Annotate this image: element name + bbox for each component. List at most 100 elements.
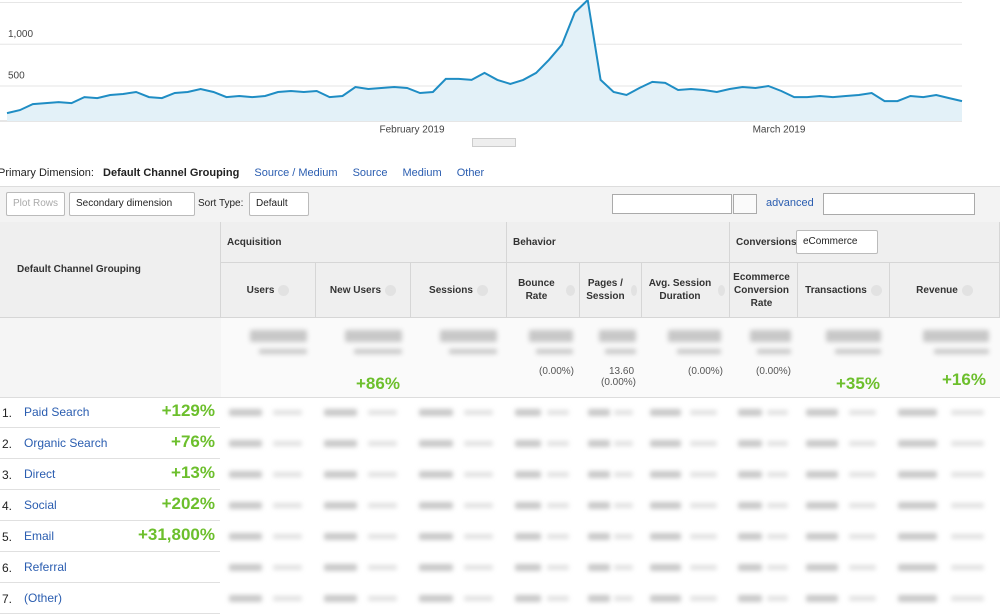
column-title: Ecommerce Conversion Rate — [733, 271, 790, 309]
collapse-handle[interactable] — [472, 138, 516, 147]
blurred-value — [463, 534, 493, 539]
blurred-value — [690, 472, 717, 477]
table-row — [0, 552, 220, 583]
blurred-value — [898, 502, 937, 509]
column-header[interactable]: Sessions — [411, 263, 507, 318]
row-name[interactable]: (Other) — [24, 591, 63, 605]
blurred-value — [547, 503, 570, 508]
dimension-option[interactable]: Other — [456, 167, 485, 179]
blurred-value — [368, 441, 397, 446]
row-name[interactable]: Direct — [24, 467, 56, 481]
blurred-value — [588, 533, 610, 540]
column-header[interactable]: New Users — [316, 263, 411, 318]
blurred-value — [419, 471, 453, 478]
secondary-dimension-select[interactable]: Secondary dimension — [69, 192, 195, 216]
blurred-value — [806, 564, 839, 571]
blurred-value — [614, 472, 633, 477]
help-icon[interactable] — [476, 284, 488, 296]
dimension-option[interactable]: Source / Medium — [254, 167, 338, 179]
blurred-value — [690, 410, 717, 415]
blurred-value — [738, 533, 762, 540]
help-icon[interactable] — [870, 284, 882, 296]
help-icon[interactable] — [961, 284, 973, 296]
blurred-value — [950, 596, 984, 601]
row-name[interactable]: Email — [24, 529, 55, 543]
blurred-value — [738, 595, 762, 602]
change-highlight: +76% — [171, 432, 215, 451]
column-header[interactable]: Avg. Session Duration — [642, 263, 730, 318]
blurred-value — [368, 565, 397, 570]
y-tick-label: 500 — [8, 71, 25, 82]
blurred-value — [614, 410, 633, 415]
change-highlight: +16% — [942, 370, 986, 389]
blurred-value — [368, 503, 397, 508]
blurred-value — [848, 441, 877, 446]
search-input[interactable] — [612, 194, 732, 214]
column-header[interactable]: Users — [221, 263, 316, 318]
blurred-value — [463, 472, 493, 477]
help-icon[interactable] — [278, 284, 290, 296]
sort-label: Sort Type: — [198, 198, 244, 209]
column-header[interactable]: Revenue — [890, 263, 1000, 318]
column-title: New Users — [329, 284, 382, 296]
blurred-value — [547, 441, 570, 446]
total-note: (0.00%) — [756, 366, 792, 377]
blurred-value — [229, 471, 263, 478]
dimension-option[interactable]: Medium — [402, 167, 442, 179]
column-header[interactable]: Ecommerce Conversion Rate — [730, 263, 798, 318]
view-switcher[interactable] — [823, 193, 975, 215]
blurred-value — [419, 409, 453, 416]
change-highlight: +31,800% — [137, 525, 215, 544]
advanced-link[interactable]: advanced — [766, 197, 814, 209]
conversions-select[interactable]: eCommerce — [796, 230, 878, 254]
dimension-option[interactable]: Source — [352, 167, 388, 179]
row-index: 4. — [2, 499, 13, 513]
column-header[interactable]: Pages / Session — [580, 263, 642, 318]
blurred-value — [229, 409, 263, 416]
blurred-value — [463, 596, 493, 601]
help-icon[interactable] — [385, 284, 397, 296]
blurred-value — [677, 349, 722, 354]
column-header[interactable]: Bounce Rate — [507, 263, 580, 318]
blurred-value — [614, 441, 633, 446]
blurred-value — [690, 565, 717, 570]
blurred-value — [324, 440, 358, 447]
dimension-bar: Primary Dimension: Default Channel Group… — [0, 167, 484, 179]
row-index: 5. — [2, 530, 13, 544]
blurred-value — [463, 503, 493, 508]
help-icon[interactable] — [717, 284, 725, 296]
blurred-value — [324, 471, 358, 478]
search-button[interactable] — [733, 194, 757, 214]
blurred-value — [547, 596, 570, 601]
blurred-value — [767, 410, 788, 415]
help-icon[interactable] — [630, 284, 637, 296]
area — [7, 0, 962, 121]
blurred-value — [515, 471, 541, 478]
blurred-value — [354, 349, 402, 354]
blurred-value — [368, 596, 397, 601]
blurred-value — [273, 410, 302, 415]
plot-rows-button[interactable]: Plot Rows — [6, 192, 66, 216]
blurred-value — [273, 503, 302, 508]
row-name[interactable]: Paid Search — [24, 405, 90, 419]
toolbar: Plot Rows Secondary dimension Sort Type:… — [0, 186, 1000, 222]
column-header[interactable]: Transactions — [798, 263, 890, 318]
blurred-value — [950, 441, 984, 446]
x-tick-label: February 2019 — [379, 125, 444, 136]
row-name[interactable]: Referral — [24, 560, 67, 574]
sort-select[interactable]: Default — [249, 192, 309, 216]
dimension-option[interactable]: Default Channel Grouping — [103, 167, 240, 179]
row-name[interactable]: Social — [24, 498, 57, 512]
row-name[interactable]: Organic Search — [24, 436, 108, 450]
blurred-value — [515, 564, 541, 571]
blurred-value — [650, 502, 681, 509]
blurred-value — [806, 595, 839, 602]
total-note: (0.00%) — [688, 366, 724, 377]
blurred-value — [898, 440, 937, 447]
help-icon[interactable] — [565, 284, 575, 296]
blurred-value — [848, 503, 877, 508]
blurred-value — [463, 410, 493, 415]
group-header: Behavior — [507, 222, 730, 263]
totals-label-cell — [0, 318, 221, 398]
blurred-value — [650, 409, 681, 416]
